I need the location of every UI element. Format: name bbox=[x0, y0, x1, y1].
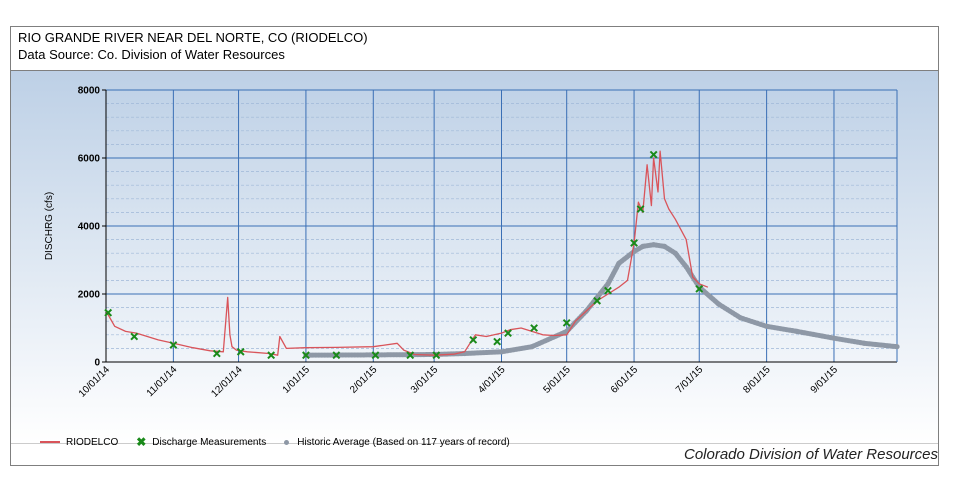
measurement-marker bbox=[504, 329, 512, 338]
historic-average-point bbox=[605, 281, 611, 287]
y-tick-label: 0 bbox=[94, 358, 100, 369]
x-tick-label: 2/01/15 bbox=[348, 364, 380, 396]
x-tick-label: 1/01/15 bbox=[281, 364, 313, 396]
historic-average-point bbox=[716, 301, 722, 307]
historic-average-point bbox=[764, 323, 770, 329]
x-tick-label: 8/01/15 bbox=[741, 364, 773, 396]
measurement-marker bbox=[236, 347, 245, 356]
measurement-marker bbox=[104, 308, 113, 317]
legend-item-riodelco: RIODELCO bbox=[40, 437, 118, 448]
riodelco-line bbox=[105, 150, 709, 356]
measurement-marker bbox=[562, 318, 571, 327]
historic-average-point bbox=[794, 328, 800, 334]
measurement-marker bbox=[302, 351, 310, 360]
measurement-marker bbox=[267, 351, 276, 360]
measurement-marker bbox=[432, 351, 441, 360]
measurement-marker bbox=[604, 286, 612, 295]
historic-average-point bbox=[651, 242, 657, 248]
measurement-marker bbox=[130, 332, 139, 341]
grid bbox=[105, 89, 897, 363]
chart-subtitle: Data Source: Co. Division of Water Resou… bbox=[18, 47, 285, 62]
y-axis-label: DISCHRG (cfs) bbox=[44, 192, 55, 260]
historic-average-point bbox=[672, 250, 678, 256]
measurement-marker bbox=[469, 335, 478, 344]
x-tick-label: 10/01/14 bbox=[77, 364, 113, 400]
credit-text: Colorado Division of Water Resources bbox=[684, 446, 938, 463]
historic-average-point bbox=[861, 340, 868, 346]
measurement-marker bbox=[630, 239, 638, 247]
legend-item-historic: Historic Average (Based on 117 years of … bbox=[284, 437, 510, 448]
historic-average-point bbox=[683, 264, 689, 270]
measurement-marker bbox=[169, 341, 178, 349]
historic-average-point bbox=[737, 315, 744, 321]
measurement-marker bbox=[212, 349, 221, 358]
legend-dot-swatch bbox=[284, 439, 290, 445]
y-tick-label: 6000 bbox=[78, 154, 101, 165]
historic-average-point bbox=[616, 260, 622, 266]
measurement-marker bbox=[649, 150, 658, 159]
historic-average-point bbox=[640, 243, 646, 249]
x-tick-label: 7/01/15 bbox=[674, 364, 706, 396]
riodelco-series bbox=[105, 150, 709, 356]
historic-average-point bbox=[661, 243, 668, 249]
x-tick-label: 12/01/14 bbox=[209, 364, 245, 400]
x-tick-label: 9/01/15 bbox=[809, 364, 841, 396]
legend-x-icon: ✖ bbox=[136, 435, 147, 449]
historic-average-line bbox=[303, 242, 900, 358]
measurement-marker bbox=[493, 337, 502, 346]
legend-line-swatch bbox=[40, 441, 60, 443]
measurement-marker bbox=[636, 205, 645, 213]
historic-average-point bbox=[894, 344, 900, 350]
x-tick-label: 6/01/15 bbox=[609, 364, 641, 396]
measurement-marker bbox=[695, 284, 704, 293]
historic-average-point bbox=[498, 349, 505, 355]
plot-background bbox=[11, 70, 938, 444]
y-tick-label: 2000 bbox=[78, 290, 101, 301]
measurement-marker bbox=[406, 351, 415, 360]
historic-average-point bbox=[831, 335, 837, 341]
legend-label-riodelco: RIODELCO bbox=[66, 436, 119, 448]
measurement-marker bbox=[530, 324, 539, 332]
x-tick-label: 3/01/15 bbox=[409, 364, 441, 396]
y-tick-label: 4000 bbox=[78, 222, 101, 233]
legend: RIODELCO ✖ Discharge Measurements Histor… bbox=[40, 434, 528, 450]
discharge-measurements-series bbox=[104, 150, 704, 360]
historic-average-series bbox=[303, 242, 900, 358]
legend-item-measurements: ✖ Discharge Measurements bbox=[136, 435, 266, 449]
chart-title: RIO GRANDE RIVER NEAR DEL NORTE, CO (RIO… bbox=[18, 30, 368, 45]
legend-label-historic: Historic Average (Based on 117 years of … bbox=[297, 436, 510, 448]
measurement-marker bbox=[593, 296, 602, 305]
measurement-marker bbox=[332, 351, 341, 360]
historic-average-point bbox=[529, 344, 535, 350]
x-tick-label: 11/01/14 bbox=[145, 364, 180, 399]
x-tick-label: 5/01/15 bbox=[541, 364, 573, 396]
legend-label-measurements: Discharge Measurements bbox=[152, 436, 267, 448]
x-tick-label: 4/01/15 bbox=[476, 364, 508, 396]
y-tick-label: 8000 bbox=[78, 86, 101, 97]
measurement-marker bbox=[371, 351, 380, 360]
